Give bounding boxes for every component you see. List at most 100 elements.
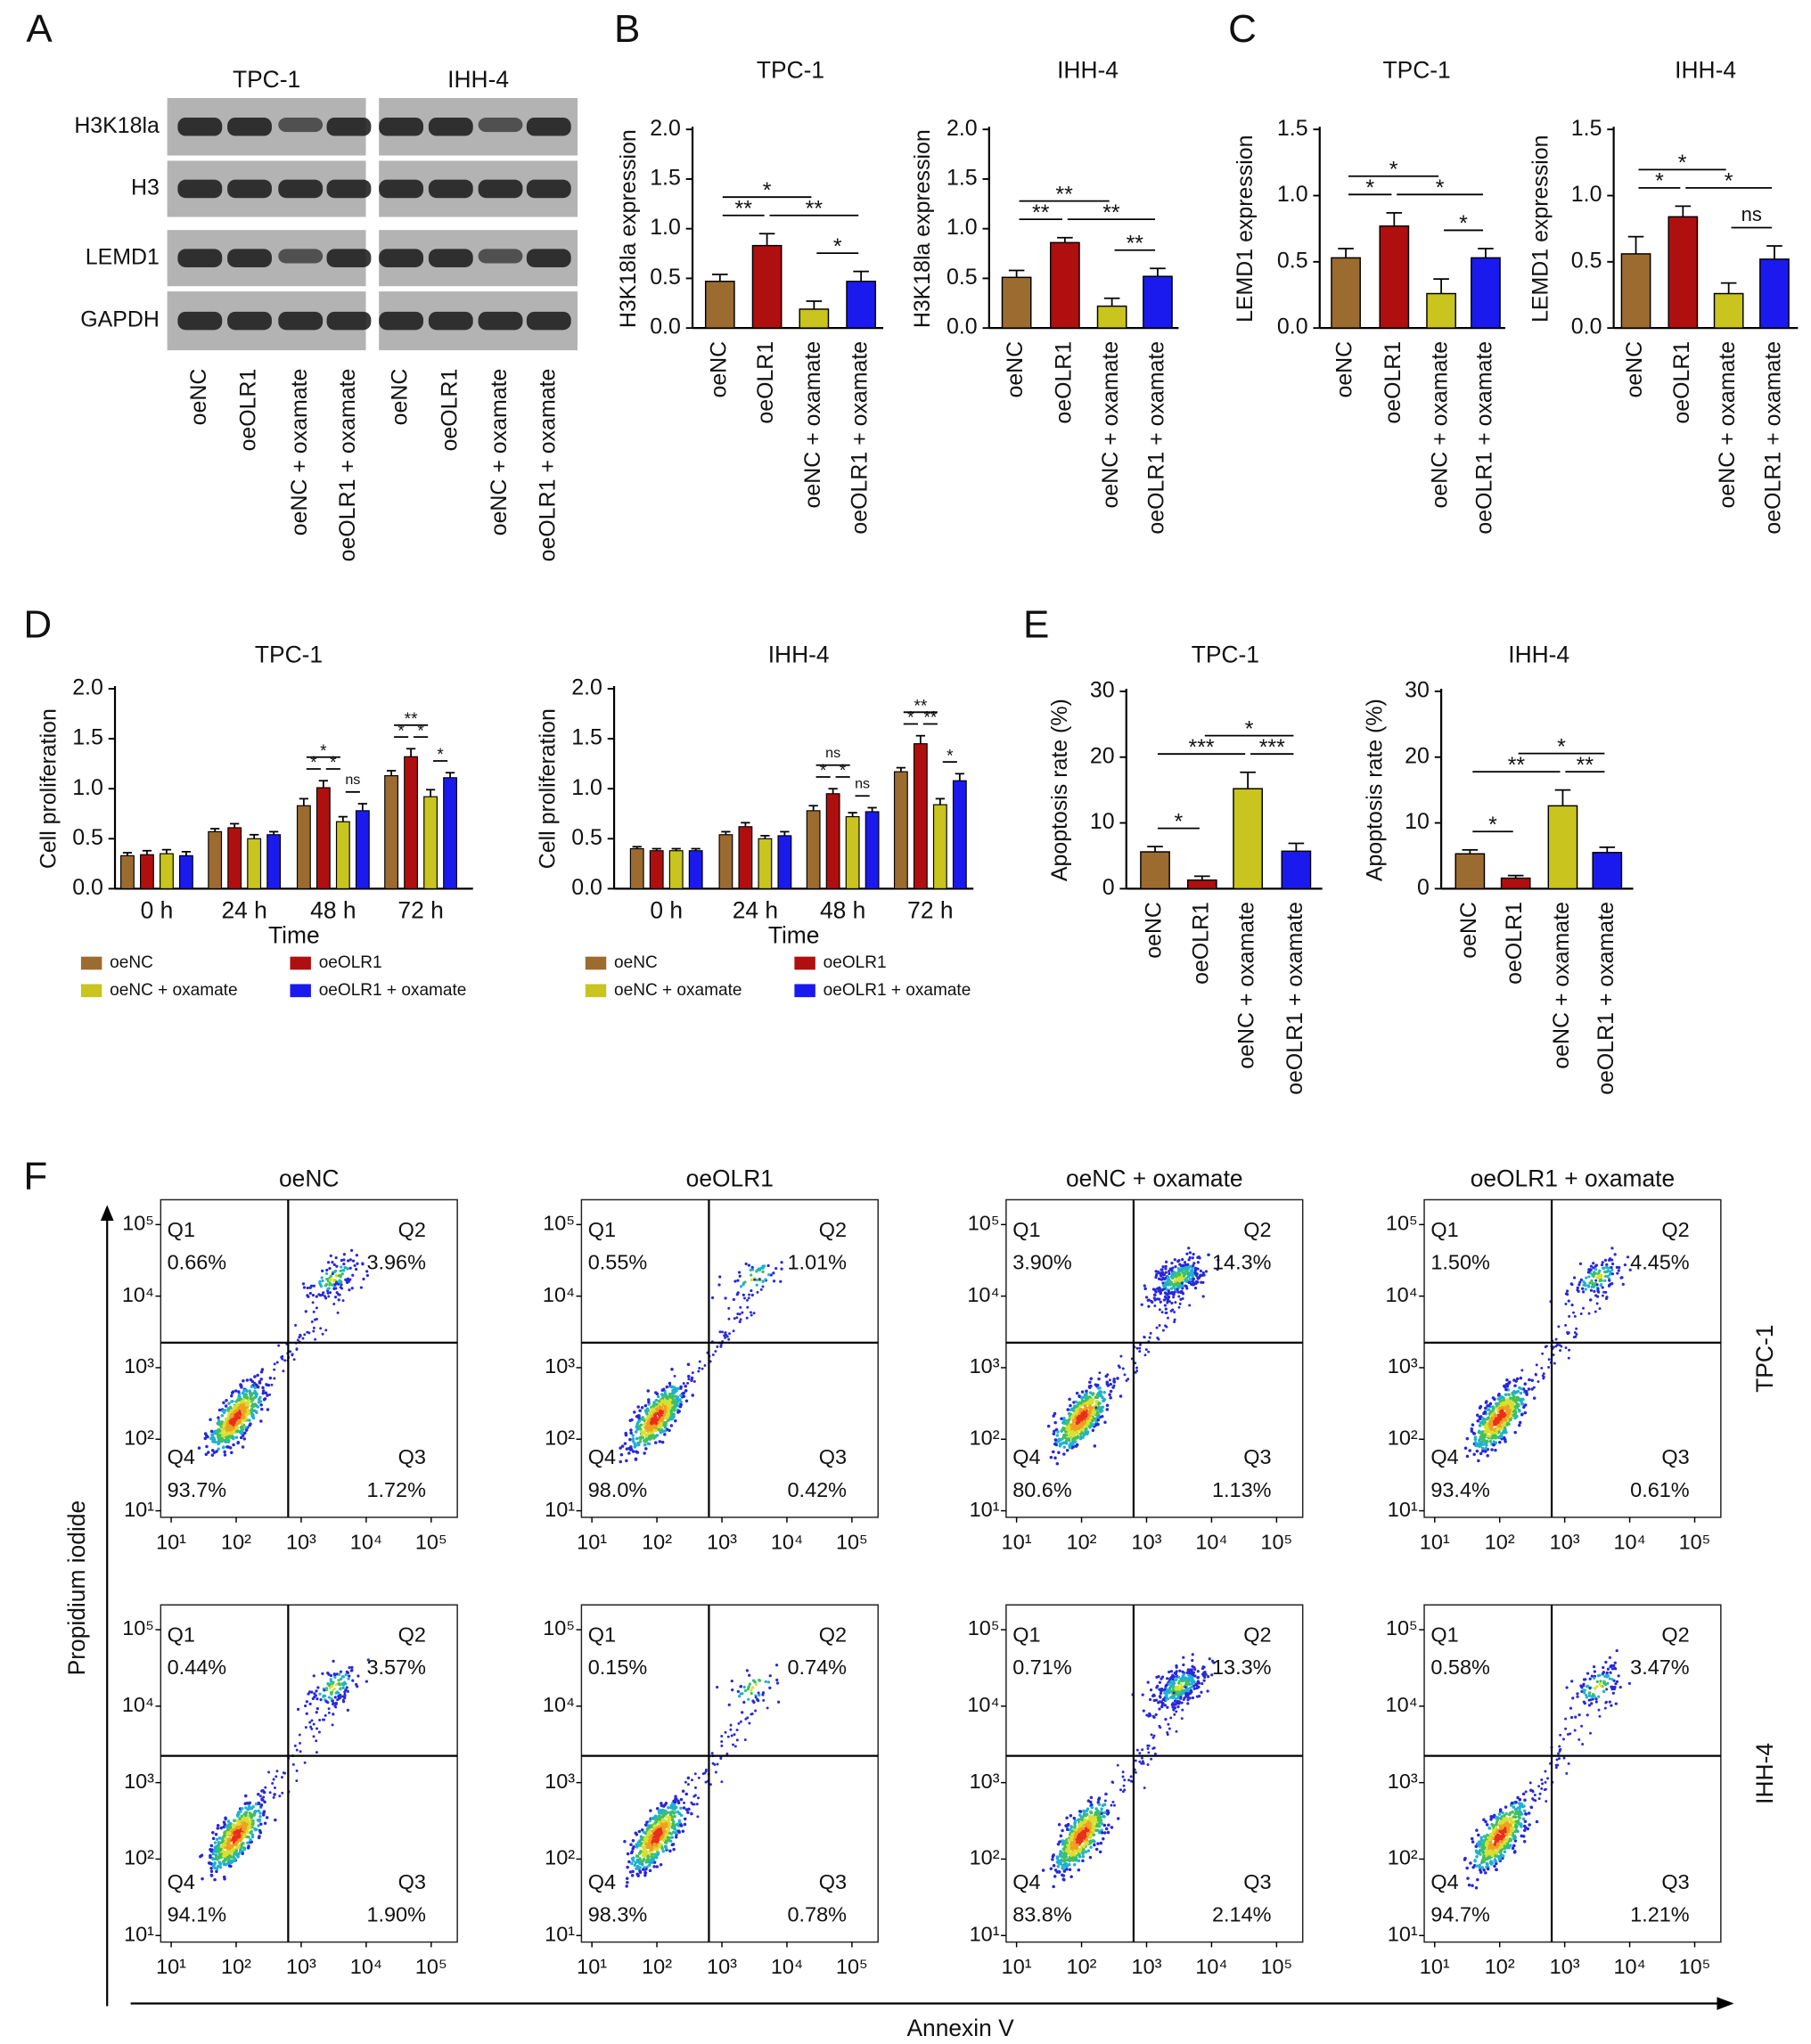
event-dot — [268, 1393, 272, 1396]
blot-band — [478, 118, 523, 133]
event-dot — [226, 1860, 231, 1864]
event-dot — [232, 1847, 236, 1852]
y-tick-label: 1.0 — [946, 215, 978, 240]
row-label: TPC-1 — [1751, 1325, 1778, 1393]
event-dot — [1079, 1435, 1083, 1439]
event-dot — [1160, 1311, 1164, 1314]
event-dot — [1593, 1271, 1596, 1276]
event-dot — [1187, 1247, 1191, 1250]
event-dot — [758, 1679, 761, 1682]
event-dot — [660, 1846, 664, 1851]
event-dot — [1188, 1278, 1192, 1281]
event-dot — [274, 1818, 277, 1822]
event-dot — [329, 1291, 332, 1295]
significance-label: ns — [825, 745, 840, 761]
event-dot — [1600, 1263, 1604, 1267]
event-dot — [273, 1377, 276, 1380]
event-dot — [295, 1779, 299, 1783]
event-dot — [212, 1436, 216, 1440]
event-dot — [775, 1681, 780, 1685]
event-dot — [365, 1273, 370, 1278]
event-dot — [230, 1394, 234, 1398]
event-dot — [735, 1293, 739, 1296]
event-dot — [224, 1850, 227, 1854]
event-dot — [337, 1293, 340, 1296]
event-dot — [1487, 1408, 1491, 1412]
event-dot — [1076, 1435, 1080, 1439]
x-tick-label: 48 h — [820, 897, 865, 924]
event-dot — [1162, 1285, 1166, 1288]
event-dot — [1503, 1413, 1507, 1417]
event-dot — [659, 1402, 662, 1406]
event-dot — [1101, 1405, 1105, 1410]
event-dot — [1191, 1266, 1194, 1270]
event-dot — [234, 1426, 239, 1429]
event-dot — [623, 1839, 627, 1844]
significance-label: ** — [806, 196, 824, 221]
event-dot — [1547, 1358, 1551, 1361]
event-dot — [334, 1705, 338, 1709]
event-dot — [637, 1416, 641, 1420]
event-dot — [1185, 1270, 1189, 1274]
event-dot — [624, 1431, 627, 1435]
x-tick-label: 10⁴ — [1613, 1530, 1645, 1553]
event-dot — [1165, 1325, 1168, 1329]
event-dot — [321, 1332, 324, 1336]
event-dot — [1523, 1389, 1527, 1393]
event-dot — [1483, 1433, 1487, 1437]
event-dot — [312, 1674, 315, 1678]
event-dot — [1601, 1286, 1604, 1289]
blot-band — [278, 249, 324, 264]
event-dot — [214, 1833, 218, 1836]
event-dot — [1557, 1325, 1561, 1329]
event-dot — [1061, 1437, 1064, 1441]
blot-band — [428, 249, 473, 267]
event-dot — [327, 1295, 331, 1298]
event-dot — [250, 1379, 255, 1384]
event-dot — [1176, 1290, 1180, 1294]
blot-band — [379, 249, 424, 267]
event-dot — [1082, 1395, 1086, 1399]
event-dot — [1088, 1391, 1093, 1394]
event-dot — [337, 1679, 340, 1682]
event-dot — [1523, 1410, 1528, 1415]
event-dot — [343, 1693, 347, 1697]
event-dot — [296, 1338, 299, 1342]
event-dot — [1519, 1391, 1523, 1395]
event-dot — [1079, 1402, 1083, 1405]
event-dot — [750, 1273, 753, 1277]
x-tick-label: oeNC + oxamate — [1098, 341, 1123, 509]
event-dot — [277, 1344, 281, 1347]
x-tick-label: 10⁴ — [350, 1530, 382, 1553]
event-dot — [1582, 1280, 1586, 1284]
event-dot — [1511, 1393, 1515, 1396]
event-dot — [761, 1280, 765, 1283]
event-dot — [321, 1293, 324, 1296]
event-dot — [632, 1845, 635, 1849]
event-dot — [211, 1440, 215, 1443]
event-dot — [1172, 1271, 1176, 1274]
event-dot — [1139, 1343, 1142, 1346]
significance-label: * — [907, 709, 914, 728]
event-dot — [1535, 1363, 1538, 1367]
event-dot — [758, 1278, 761, 1281]
event-dot — [280, 1776, 283, 1779]
event-dot — [1518, 1420, 1522, 1425]
event-dot — [762, 1698, 766, 1702]
event-dot — [679, 1402, 683, 1407]
lane-label: oeNC + oxamate — [287, 369, 312, 536]
event-dot — [640, 1433, 644, 1436]
event-dot — [668, 1822, 672, 1827]
event-dot — [1565, 1289, 1569, 1293]
x-tick-label: 72 h — [907, 897, 953, 924]
event-dot — [253, 1389, 257, 1394]
event-dot — [1118, 1366, 1121, 1369]
legend-swatch — [290, 956, 311, 970]
event-dot — [210, 1449, 215, 1452]
event-dot — [1099, 1394, 1103, 1398]
event-dot — [226, 1435, 231, 1439]
column-title: oeOLR1 + oxamate — [1471, 1165, 1675, 1191]
y-tick-label: 2.0 — [72, 675, 103, 700]
event-dot — [1534, 1373, 1537, 1377]
